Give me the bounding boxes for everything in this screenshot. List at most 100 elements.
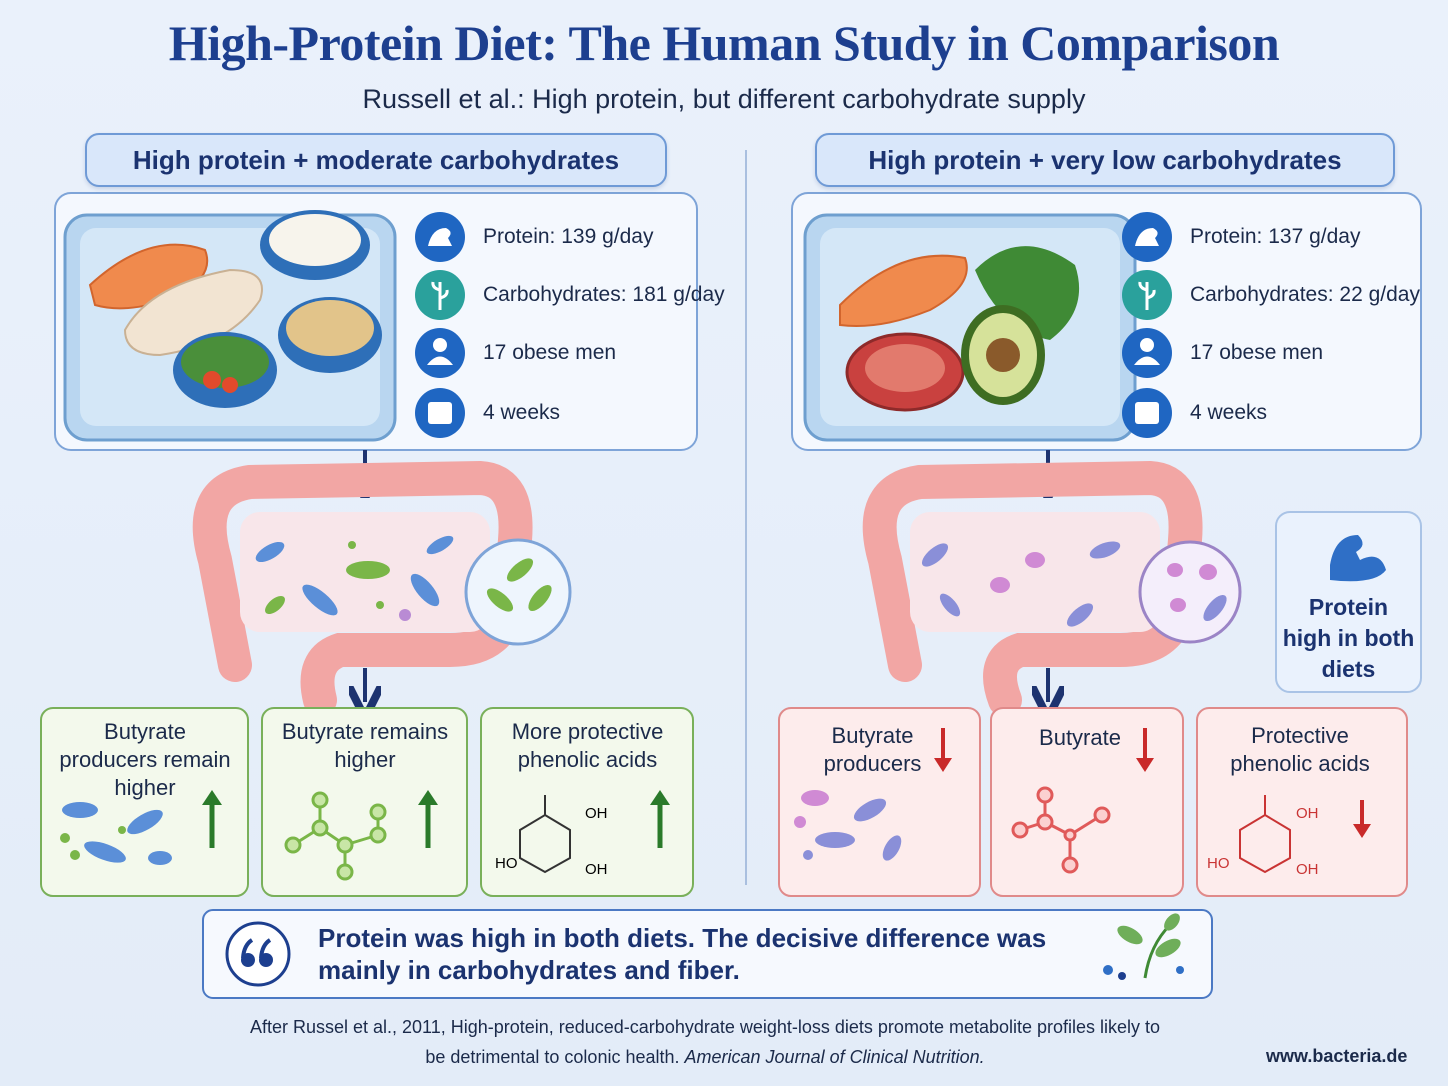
outcome-boxes-part — [990, 707, 1184, 897]
colon-left-part — [302, 584, 338, 616]
quote-icon-part — [225, 921, 291, 987]
colon-right-part — [1203, 594, 1227, 622]
outcome-art-part — [148, 851, 172, 865]
outcome-art-part — [934, 758, 1371, 838]
outcome-art-part — [803, 850, 813, 860]
colon-left-part — [346, 561, 390, 579]
outcome-art-part-part — [1093, 806, 1111, 824]
fact-icons-part — [415, 328, 465, 378]
outcome-label: Butyrate — [1039, 725, 1121, 750]
food-tray-part — [181, 336, 269, 388]
outcome-art-part — [284, 791, 387, 881]
colon-left-part — [528, 584, 552, 612]
food-tray — [63, 210, 397, 442]
citation-text: After Russel et al., 2011, High-protein,… — [249, 1017, 1161, 1067]
colon-left-part — [426, 535, 454, 555]
quote-icon-part — [259, 938, 272, 959]
colon-right-part — [990, 577, 1010, 593]
outcome-art-part-part — [418, 790, 438, 805]
fact: Protein: 137 g/day — [1190, 225, 1361, 248]
colon-right-part — [1170, 598, 1186, 612]
colon-left-part — [265, 596, 285, 614]
quote: Protein was high in both diets. The deci… — [318, 923, 1047, 985]
outcome-boxes — [40, 707, 1408, 897]
journal: American Journal of Clinical Nutrition. — [684, 1047, 985, 1067]
colon-left-part — [410, 573, 440, 607]
food-tray — [803, 213, 1137, 442]
colon-right — [862, 460, 1242, 717]
plant-icon-part — [1103, 965, 1113, 975]
note-icon — [1330, 535, 1386, 582]
outcome-boxes-part — [1196, 707, 1408, 897]
outcome-art-part — [1011, 786, 1111, 874]
outcome-art-part-part — [1063, 828, 1077, 842]
colon-left-part — [255, 541, 285, 563]
quote-icon — [225, 921, 291, 987]
website: www.bacteria.de — [1266, 1046, 1408, 1066]
outcome-art-part-part — [934, 758, 952, 772]
outcome-art-part — [853, 798, 887, 822]
fact-icons-part-part — [1135, 402, 1159, 424]
food-tray-part — [123, 268, 263, 357]
outcome-label: Butyrate producers remain higher — [59, 719, 231, 800]
fact-icons — [415, 212, 1172, 438]
colon-left-part — [506, 558, 534, 582]
outcome-art-part — [118, 826, 126, 834]
plant-icon-part — [1164, 913, 1180, 931]
outcome-art-part-part — [202, 790, 222, 805]
colon-right-part — [910, 512, 1160, 632]
outcome-art-part — [801, 790, 829, 806]
outcome-art-part-part — [284, 836, 302, 854]
fact-icons-part-part — [431, 281, 449, 310]
atom-label: OH — [585, 805, 608, 822]
outcome-art — [60, 728, 1371, 881]
fact-icons-part-part — [1134, 356, 1160, 365]
outcome-art-part-part — [1036, 786, 1054, 804]
fact: 4 weeks — [1190, 401, 1268, 424]
fact-icons-part-part — [428, 402, 452, 424]
food-tray-part — [269, 214, 361, 266]
food-tray-part — [839, 254, 968, 327]
outcome-art-part-part — [336, 836, 354, 854]
colon-right-part — [939, 593, 961, 617]
subtitle: Russell et al.: High protein, but differ… — [362, 84, 1086, 114]
outcome-art-part-part — [311, 791, 329, 809]
outcome-art-part — [882, 835, 902, 861]
quote-icon-part — [241, 938, 254, 959]
colon-right-part — [1167, 563, 1183, 577]
quote-box — [202, 909, 1213, 999]
food-tray-part — [975, 246, 1080, 340]
outcome-art-part — [70, 850, 80, 860]
outcome-art-part — [815, 832, 855, 848]
atom-label: HO — [495, 855, 518, 872]
fact: 4 weeks — [483, 401, 561, 424]
fact: 17 obese men — [1190, 341, 1324, 364]
outcome-art-part — [60, 833, 70, 843]
plant-icon-part — [1117, 925, 1143, 945]
plant-icon — [1103, 913, 1184, 980]
fact-icons-part — [427, 228, 1160, 424]
fact: Carbohydrates: 181 g/day — [483, 283, 725, 306]
outcome-art-part-part — [1136, 758, 1154, 772]
colon-right-part — [921, 543, 949, 567]
citation: After Russel et al., 2011, High-protein,… — [240, 1012, 1170, 1072]
panel-heading: High protein + very low carbohydrates — [815, 133, 1395, 187]
colon-left — [192, 460, 572, 717]
food-tray-part — [865, 344, 945, 392]
fact: 17 obese men — [483, 341, 617, 364]
colon-left-part — [348, 541, 356, 549]
outcome-label: More protective phenolic acids — [511, 719, 664, 772]
atom-label: HO — [1207, 855, 1230, 872]
fact: Carbohydrates: 22 g/day — [1190, 283, 1420, 306]
fact-icons-part-part — [428, 228, 452, 246]
fact-icons-part-part — [1135, 228, 1159, 246]
colon-left-part — [464, 538, 572, 646]
fact-icons-part-part — [1140, 338, 1154, 352]
outcome-art-part-part — [311, 819, 329, 837]
outcome-art-part — [127, 809, 163, 835]
fact-icons-part-part — [433, 338, 447, 352]
panel-heading: High protein + moderate carbohydrates — [85, 133, 667, 187]
outcome-art-part-part — [1036, 813, 1054, 831]
